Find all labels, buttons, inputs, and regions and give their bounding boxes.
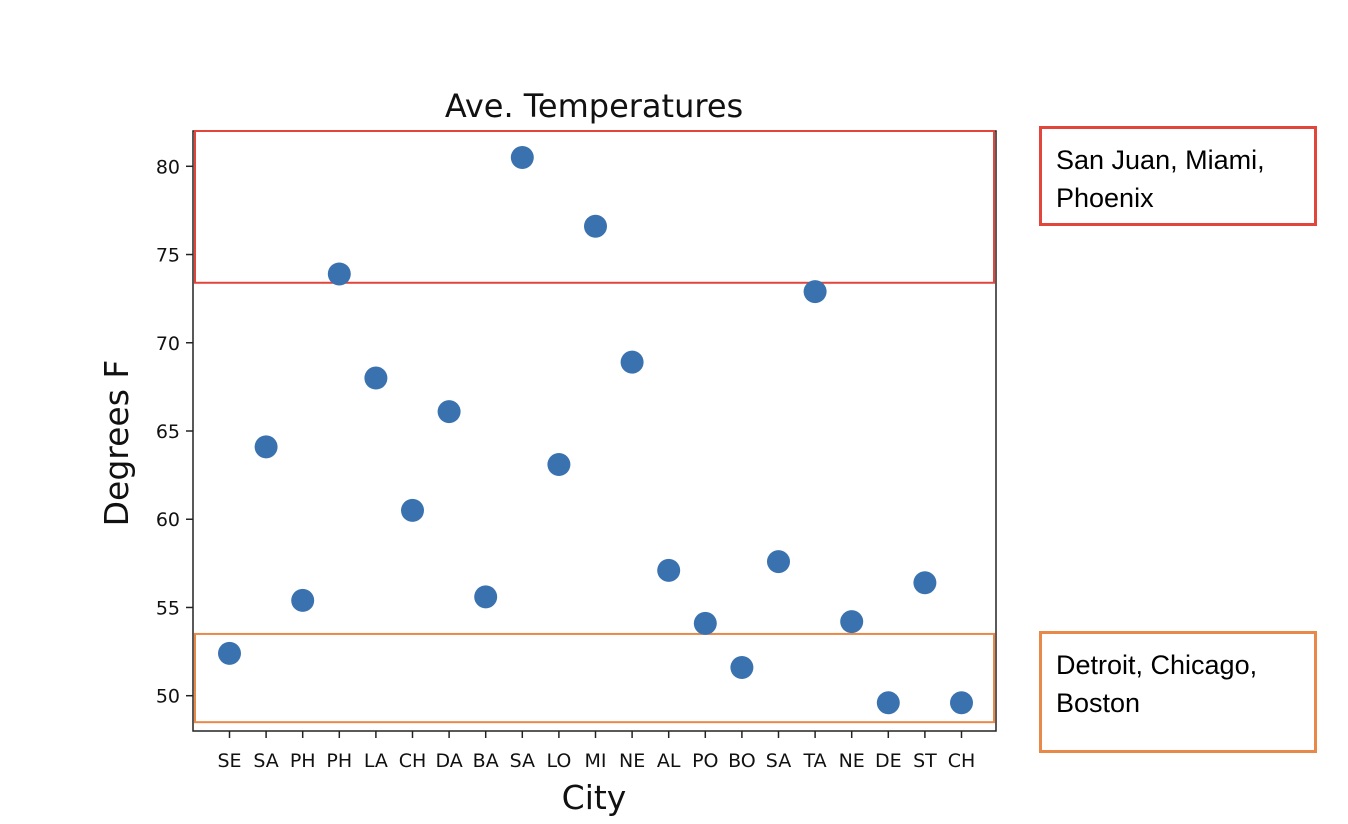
data-point [291, 588, 315, 612]
y-tick-label: 60 [156, 509, 180, 531]
data-point [767, 550, 790, 574]
hot-region-box [194, 130, 995, 284]
cold-region-box [194, 632, 995, 724]
data-point [401, 498, 424, 522]
x-tick-label: CH [948, 750, 976, 772]
x-tick-label: LA [364, 750, 388, 772]
y-tick-label: 80 [156, 156, 180, 178]
data-point [657, 558, 681, 582]
x-tick-label: NE [619, 750, 645, 772]
x-tick-label: DE [875, 750, 902, 772]
x-tick-label: LO [546, 750, 571, 772]
x-axis-title: City [562, 778, 627, 817]
x-tick-label: BO [728, 750, 756, 772]
data-point [254, 435, 278, 459]
y-axis: 50 55 60 65 70 75 80 [156, 156, 193, 708]
x-tick-label: ST [913, 750, 937, 772]
x-tick-label: SA [253, 750, 278, 772]
data-point [510, 145, 534, 169]
data-point [950, 691, 973, 715]
cold-cities-callout: Detroit, Chicago, Boston [1039, 631, 1317, 753]
data-point [474, 585, 498, 609]
y-tick-label: 55 [156, 597, 180, 619]
x-tick-label: DA [435, 750, 462, 772]
x-tick-label: PH [290, 750, 316, 772]
data-point [437, 400, 461, 424]
x-axis: SE SA PH PH LA CH DA BA SA LO MI NE AL PO BO SA TA NE DE ST… [217, 731, 975, 772]
data-point [876, 691, 900, 715]
data-point [803, 280, 827, 304]
cold-cities-line-1: Detroit, Chicago, [1056, 650, 1258, 680]
hot-cities-line-1: San Juan, Miami, [1056, 145, 1265, 175]
x-tick-label: PO [692, 750, 718, 772]
data-point [584, 214, 607, 238]
x-tick-label: MI [585, 750, 607, 772]
x-tick-label: TA [803, 750, 827, 772]
data-point [218, 641, 241, 665]
data-point [327, 262, 351, 286]
cold-cities-line-2: Boston [1056, 688, 1141, 718]
data-point [693, 611, 717, 635]
chart-title: Ave. Temperatures [445, 87, 743, 125]
data-point [840, 610, 864, 634]
y-tick-label: 50 [156, 686, 180, 708]
x-tick-label: BA [473, 750, 499, 772]
x-tick-label: SE [217, 750, 241, 772]
hot-cities-callout: San Juan, Miami, Phoenix [1039, 126, 1317, 226]
y-axis-title: Degrees F [97, 360, 136, 527]
data-point [620, 350, 644, 374]
x-tick-label: SA [510, 750, 535, 772]
x-tick-label: PH [326, 750, 352, 772]
x-tick-label: CH [399, 750, 427, 772]
data-point [364, 366, 388, 390]
data-point [913, 571, 937, 595]
hot-cities-line-2: Phoenix [1056, 183, 1154, 213]
x-tick-label: SA [766, 750, 791, 772]
data-point [730, 655, 754, 679]
data-point [547, 453, 571, 477]
y-tick-label: 70 [156, 333, 180, 355]
x-tick-label: NE [839, 750, 865, 772]
x-tick-label: AL [657, 750, 681, 772]
y-tick-label: 65 [156, 421, 180, 443]
highlight-regions [194, 130, 995, 724]
data-points [218, 145, 973, 715]
y-tick-label: 75 [156, 245, 180, 267]
